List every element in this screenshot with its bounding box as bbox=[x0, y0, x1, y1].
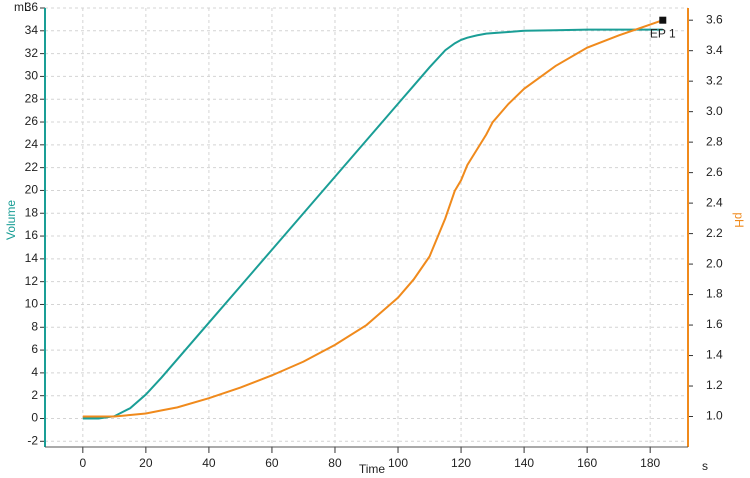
y-tick-label: 20 bbox=[25, 183, 39, 197]
y2-tick-label: 1.6 bbox=[706, 317, 723, 331]
x-tick-label: 160 bbox=[577, 456, 597, 470]
y-tick-label: 18 bbox=[25, 205, 39, 219]
x-unit: s bbox=[702, 459, 708, 473]
y-tick-label: 6 bbox=[31, 342, 38, 356]
x-tick-label: 20 bbox=[139, 456, 153, 470]
y2-tick-label: 3.0 bbox=[706, 104, 723, 118]
y-tick-label: 12 bbox=[25, 274, 39, 288]
data-line bbox=[82, 19, 664, 418]
x-axis-title: Time bbox=[359, 462, 386, 476]
y2-tick-label: 2.2 bbox=[706, 226, 723, 240]
y-tick-label: 24 bbox=[25, 137, 39, 151]
y-tick-label: 8 bbox=[31, 319, 38, 333]
x-tick-label: 40 bbox=[202, 456, 216, 470]
y-tick-label: 0 bbox=[31, 411, 38, 425]
y2-tick-label: 2.0 bbox=[706, 256, 723, 270]
y-tick-label: 32 bbox=[25, 46, 39, 60]
y2-tick-label: 1.8 bbox=[706, 287, 723, 301]
y-tick-label: 34 bbox=[25, 23, 39, 37]
y2-tick-label: 2.8 bbox=[706, 134, 723, 148]
endpoint-marker bbox=[659, 16, 667, 24]
x-tick-label: 0 bbox=[79, 456, 86, 470]
y-tick-label: 22 bbox=[25, 160, 39, 174]
endpoint-label: EP 1 bbox=[650, 26, 676, 40]
y-axis-title: Volume bbox=[4, 200, 18, 240]
x-tick-label: 80 bbox=[328, 456, 342, 470]
y2-tick-label: 2.4 bbox=[706, 195, 723, 209]
x-tick-label: 120 bbox=[451, 456, 471, 470]
y2-tick-label: 1.0 bbox=[706, 409, 723, 423]
y-tick-label: 36 bbox=[25, 0, 39, 14]
y-tick-label: -2 bbox=[27, 433, 38, 447]
y-tick-label: 4 bbox=[31, 365, 38, 379]
y-tick-label: 30 bbox=[25, 69, 39, 83]
y2-tick-label: 1.2 bbox=[706, 378, 723, 392]
y-tick-label: 2 bbox=[31, 388, 38, 402]
y-tick-label: 10 bbox=[25, 297, 39, 311]
x-tick-label: 180 bbox=[640, 456, 660, 470]
y-tick-label: 28 bbox=[25, 91, 39, 105]
y2-tick-label: 2.6 bbox=[706, 165, 723, 179]
y-unit: mL bbox=[14, 0, 31, 14]
y-tick-label: 26 bbox=[25, 114, 39, 128]
data-line bbox=[82, 28, 663, 420]
x-tick-label: 140 bbox=[514, 456, 534, 470]
y2-tick-label: 3.6 bbox=[706, 12, 723, 26]
y-tick-label: 16 bbox=[25, 228, 39, 242]
y2-axis-title: pH bbox=[732, 212, 746, 227]
y2-tick-label: 1.4 bbox=[706, 348, 723, 362]
x-tick-label: 100 bbox=[388, 456, 408, 470]
x-tick-label: 60 bbox=[265, 456, 279, 470]
y2-tick-label: 3.2 bbox=[706, 73, 723, 87]
y2-tick-label: 3.4 bbox=[706, 43, 723, 57]
y-tick-label: 14 bbox=[25, 251, 39, 265]
